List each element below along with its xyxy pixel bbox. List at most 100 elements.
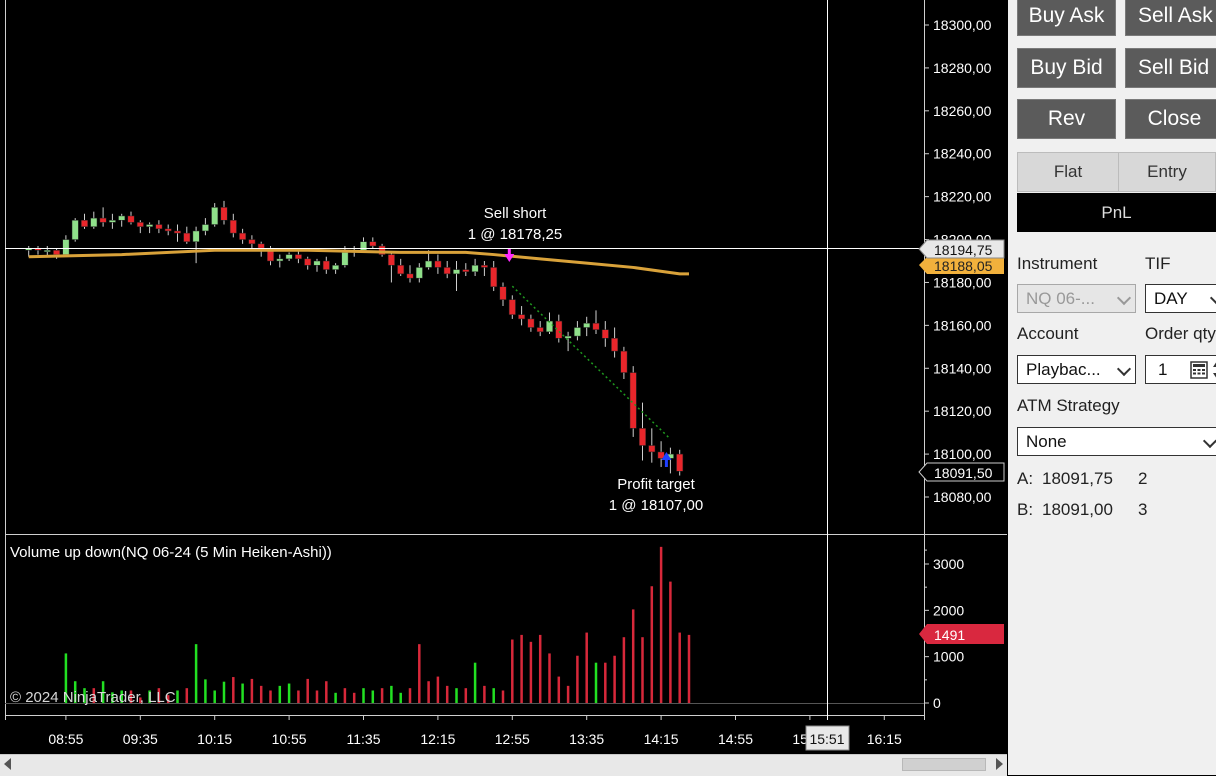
- volume-panel-title: Volume up down(NQ 06-24 (5 Min Heiken-As…: [10, 544, 332, 561]
- last-price-label: 18188,05: [934, 258, 993, 274]
- account-select[interactable]: Playbac...: [1017, 355, 1136, 384]
- bid-price: 18091,00: [1042, 500, 1113, 519]
- candle-body: [434, 260, 442, 268]
- buy-ask-button[interactable]: Buy Ask: [1017, 0, 1116, 36]
- volume-bar: [687, 634, 691, 703]
- crosshair-price-label: 18194,75: [934, 242, 993, 258]
- reverse-button[interactable]: Rev: [1017, 99, 1116, 139]
- volume-bar: [650, 586, 654, 703]
- scroll-right-arrow-icon[interactable]: [996, 758, 1003, 770]
- profit-target-marker[interactable]: [661, 452, 672, 467]
- close-position-button[interactable]: Close: [1125, 99, 1216, 139]
- candle-body: [378, 245, 386, 255]
- candle-body: [285, 254, 293, 260]
- time-tick-label: 11:35: [347, 731, 381, 747]
- scroll-thumb[interactable]: [902, 758, 986, 771]
- stepper-arrows-icon[interactable]: [1212, 358, 1216, 382]
- candle-body: [53, 250, 61, 255]
- time-tick-label: 16:15: [867, 731, 902, 747]
- candle-body: [136, 222, 144, 227]
- candle-body: [99, 217, 107, 223]
- volume-bar: [315, 690, 319, 703]
- candle-body: [71, 219, 79, 240]
- volume-bar: [352, 692, 356, 703]
- volume-tick-label: 2000: [933, 602, 964, 618]
- candle-body: [629, 372, 637, 429]
- exit-annotation-line1: Profit target: [617, 476, 695, 493]
- order-qty-stepper[interactable]: 1: [1145, 355, 1216, 384]
- account-label: Account: [1017, 324, 1079, 343]
- candle-body: [453, 269, 460, 275]
- candle-body: [573, 327, 581, 337]
- scroll-left-arrow-icon[interactable]: [4, 758, 11, 770]
- price-tick-label: 18120,00: [933, 403, 992, 419]
- entry-annotation-line1: Sell short: [484, 205, 547, 222]
- tif-value: DAY: [1154, 288, 1188, 308]
- time-tick-label: 12:55: [495, 731, 530, 747]
- sell-bid-button[interactable]: Sell Bid: [1125, 48, 1216, 88]
- chart-panel[interactable]: 18300,00 18280,00 18260,00 18240,00 18220,00…: [0, 0, 1007, 776]
- volume-bar: [483, 685, 486, 703]
- sell-ask-button[interactable]: Sell Ask: [1125, 0, 1216, 36]
- sell-arrow-icon: [504, 254, 515, 262]
- crosshair-time-label: 15:51: [809, 731, 844, 747]
- volume-bar: [204, 679, 207, 703]
- ask-size: 2: [1138, 469, 1148, 488]
- volume-current-tag: 1491: [919, 624, 1004, 644]
- volume-bar: [362, 688, 365, 703]
- volume-axis[interactable]: 3000 2000 1000 0: [924, 549, 964, 711]
- candle-body: [229, 219, 237, 234]
- volume-bar: [325, 681, 328, 703]
- price-axis[interactable]: 18300,00 18280,00 18260,00 18240,00 18220,00…: [924, 17, 992, 505]
- atm-strategy-select[interactable]: None: [1017, 427, 1216, 456]
- candle-body: [425, 260, 433, 268]
- candle-body: [564, 335, 572, 339]
- volume-current-label: 1491: [934, 627, 965, 643]
- volume-bar: [73, 681, 77, 703]
- horizontal-scrollbar[interactable]: [0, 754, 1007, 776]
- candle-body: [90, 217, 98, 227]
- volume-bar: [176, 690, 179, 703]
- bid-quote-label: B:: [1017, 500, 1034, 519]
- chart-canvas[interactable]: 18300,00 18280,00 18260,00 18240,00 18220,00…: [0, 0, 1007, 754]
- candle-body: [341, 252, 349, 266]
- candle-body: [108, 219, 116, 223]
- volume-bar: [259, 685, 263, 703]
- instrument-select[interactable]: NQ 06-...: [1017, 284, 1136, 313]
- time-axis[interactable]: 08:55 09:35 10:15 10:55 11:35 12:15 12:55 13:35…: [48, 715, 902, 747]
- copyright-text: © 2024 NinjaTrader, LLC: [10, 689, 176, 706]
- volume-bar: [548, 653, 551, 703]
- volume-bar: [511, 639, 514, 703]
- time-tick-label: 14:15: [644, 731, 679, 747]
- account-value: Playbac...: [1026, 359, 1101, 379]
- volume-bar: [604, 662, 607, 703]
- ask-price: 18091,75: [1042, 469, 1113, 488]
- volume-bar: [436, 676, 440, 703]
- chevron-down-icon: [1202, 433, 1216, 449]
- calculator-icon[interactable]: [1190, 361, 1208, 379]
- chevron-down-icon: [1209, 290, 1216, 306]
- price-tick-label: 18160,00: [933, 317, 992, 333]
- atm-strategy-value: None: [1026, 431, 1067, 451]
- volume-bar: [297, 690, 300, 703]
- candle-body: [592, 322, 600, 330]
- instrument-label: Instrument: [1017, 254, 1098, 273]
- price-tick-label: 18180,00: [933, 274, 992, 290]
- candle-body: [118, 215, 126, 221]
- buy-bid-button[interactable]: Buy Bid: [1017, 48, 1116, 88]
- last-price-tag: 18188,05: [919, 257, 1004, 274]
- entry-annotation-line2: 1 @ 18178,25: [468, 226, 562, 243]
- price-tick-label: 18220,00: [933, 189, 992, 205]
- candle-body: [239, 232, 247, 240]
- candle-body: [43, 250, 51, 253]
- volume-bar: [64, 653, 68, 703]
- tif-label: TIF: [1145, 254, 1171, 273]
- volume-bar: [157, 688, 161, 703]
- volume-bar: [464, 688, 468, 703]
- candle-body: [211, 207, 219, 225]
- candle-body: [471, 265, 479, 272]
- sell-short-marker[interactable]: [504, 248, 515, 262]
- volume-bar: [678, 632, 681, 703]
- candle-body: [322, 260, 330, 270]
- tif-select[interactable]: DAY: [1145, 284, 1216, 313]
